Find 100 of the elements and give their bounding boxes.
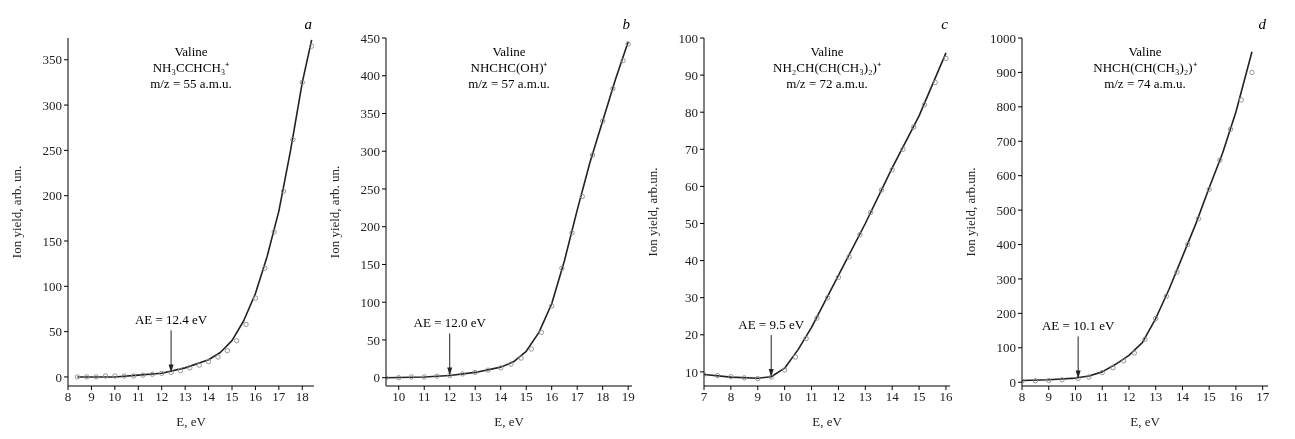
y-tick-label: 700 [996, 133, 1016, 149]
annotation: Valine [809, 44, 845, 60]
y-tick-label: 0 [1009, 374, 1016, 390]
x-tick-label: 9 [88, 389, 95, 405]
y-tick-label: 300 [42, 97, 62, 113]
x-tick-label: 15 [912, 389, 926, 405]
x-tick-label: 9 [1045, 389, 1052, 405]
x-axis-title: E, eV [176, 414, 207, 429]
y-tick-label: 100 [996, 340, 1016, 356]
y-tick-label: 350 [360, 106, 380, 122]
x-tick-label: 10 [108, 389, 122, 405]
x-tick-label: 16 [1229, 389, 1243, 405]
x-tick-label: 12 [1122, 389, 1136, 405]
x-tick-label: 11 [805, 389, 818, 405]
x-tick-label: 14 [494, 389, 508, 405]
x-tick-label: 13 [1149, 389, 1163, 405]
y-tick-label: 400 [360, 68, 380, 84]
x-tick-label: 8 [727, 389, 735, 405]
x-tick-label: 18 [596, 389, 610, 405]
x-tick-label: 12 [443, 389, 457, 405]
annotation: m/z = 57 a.m.u. [467, 76, 551, 92]
y-tick-label: 300 [996, 271, 1016, 287]
x-tick-label: 11 [1095, 389, 1109, 405]
annotation: AE = 12.0 eV [412, 315, 487, 332]
annotation: AE = 9.5 eV [737, 317, 806, 334]
y-tick-label: 150 [360, 257, 380, 273]
x-tick-label: 14 [202, 389, 216, 405]
y-tick-label: 250 [360, 181, 380, 197]
x-axis-title: E, eV [494, 414, 525, 429]
y-axis-title: Ion yield, arb.un. [962, 167, 978, 257]
chart-title: c [941, 16, 948, 33]
y-tick-label: 30 [685, 290, 698, 306]
y-axis-title: Ion yield, arb. un. [8, 165, 24, 259]
x-tick-label: 17 [570, 389, 585, 405]
x-tick-label: 19 [621, 389, 635, 405]
annotation: AE = 10.1 eV [1040, 318, 1116, 335]
x-tick-label: 15 [519, 389, 533, 405]
y-tick-label: 100 [42, 278, 62, 294]
x-tick-label: 14 [1175, 389, 1190, 405]
y-tick-label: 90 [685, 67, 698, 83]
y-tick-label: 200 [360, 219, 380, 235]
y-tick-label: 60 [685, 179, 698, 195]
y-tick-label: 0 [373, 370, 380, 386]
x-tick-label: 17 [1256, 389, 1270, 405]
chart-title: b [622, 16, 630, 33]
y-tick-label: 600 [996, 168, 1016, 184]
annotation: Valine [173, 44, 209, 60]
y-axis-title: Ion yield, arb.un. [644, 167, 660, 257]
line-series [76, 39, 313, 378]
y-tick-label: 40 [685, 253, 698, 269]
x-tick-label: 8 [1018, 389, 1026, 405]
x-tick-label: 10 [392, 389, 406, 405]
x-tick-label: 13 [468, 389, 482, 405]
x-tick-label: 16 [248, 389, 263, 405]
y-tick-label: 100 [360, 294, 380, 310]
y-axis-title: Ion yield, arb. un. [326, 165, 342, 259]
y-tick-label: 450 [360, 30, 380, 46]
y-tick-label: 900 [996, 65, 1016, 81]
x-tick-label: 10 [1068, 389, 1082, 405]
x-tick-label: 16 [939, 389, 953, 405]
x-tick-label: 14 [885, 389, 900, 405]
y-tick-label: 200 [42, 188, 62, 204]
y-tick-label: 0 [55, 369, 62, 385]
y-tick-label: 50 [685, 216, 698, 232]
y-tick-label: 400 [996, 237, 1016, 253]
y-tick-label: 50 [49, 324, 62, 340]
x-tick-label: 15 [225, 389, 239, 405]
x-tick-label: 15 [1202, 389, 1216, 405]
annotation: NHCHC(OH)⁺ [469, 60, 549, 76]
x-tick-label: 13 [178, 389, 192, 405]
y-tick-label: 50 [367, 332, 380, 348]
x-tick-label: 11 [417, 389, 431, 405]
x-tick-label: 16 [545, 389, 559, 405]
annotation: NHCH(CH(CH₃)₂)⁺ [1092, 60, 1198, 76]
chart-title: d [1258, 16, 1266, 33]
y-tick-label: 350 [42, 52, 62, 68]
y-tick-label: 250 [42, 142, 62, 158]
y-tick-label: 80 [685, 104, 698, 120]
x-tick-label: 10 [778, 389, 792, 405]
y-tick-label: 10 [685, 364, 698, 380]
annotation: AE = 12.4 eV [133, 312, 209, 329]
annotation: m/z = 74 a.m.u. [1103, 76, 1187, 92]
y-tick-label: 300 [360, 143, 380, 159]
annotation: m/z = 72 a.m.u. [785, 76, 869, 92]
x-axis-title: E, eV [812, 414, 843, 429]
annotation: NH₃CCHCH₃⁺ [151, 60, 231, 76]
x-tick-label: 18 [295, 389, 309, 405]
annotation: NH₂CH(CH(CH₃)₂)⁺ [772, 60, 882, 76]
x-tick-label: 9 [754, 389, 762, 405]
x-axis-title: E, eV [1130, 414, 1161, 429]
y-tick-label: 70 [685, 141, 698, 157]
y-tick-label: 500 [996, 202, 1016, 218]
x-tick-label: 12 [155, 389, 169, 405]
x-tick-label: 17 [272, 389, 286, 405]
chart-title: a [304, 16, 312, 33]
annotation: m/z = 55 a.m.u. [149, 76, 233, 92]
y-tick-label: 200 [996, 305, 1016, 321]
y-tick-label: 150 [42, 233, 62, 249]
x-tick-label: 12 [831, 389, 845, 405]
y-tick-label: 1000 [990, 30, 1016, 46]
